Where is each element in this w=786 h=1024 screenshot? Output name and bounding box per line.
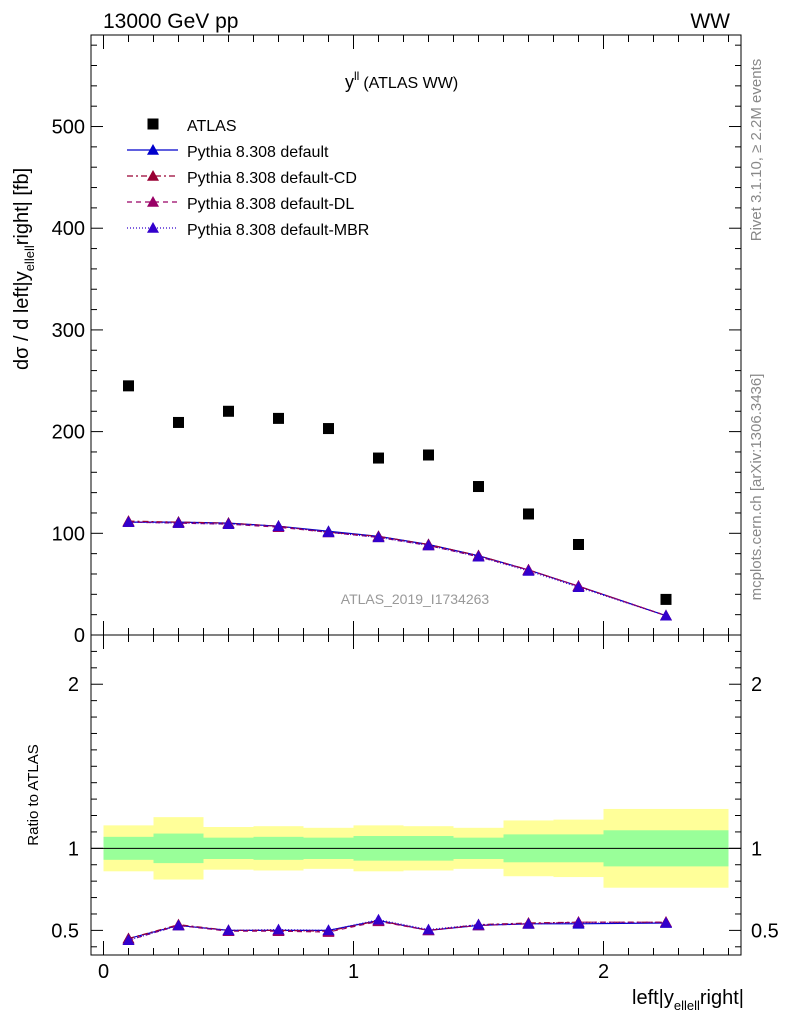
ratio-ytick-label-left: 0.5 xyxy=(51,920,79,942)
xlabel-sub: ellell xyxy=(674,998,700,1013)
main-series-point xyxy=(122,516,135,527)
ratio-series-point xyxy=(272,923,285,935)
data-point xyxy=(423,449,434,461)
ratio-ytick-label-right: 0.5 xyxy=(751,920,779,942)
ratio-panel-frame xyxy=(90,634,742,956)
main-series-point xyxy=(572,581,585,593)
legend-marker xyxy=(147,170,159,181)
legend-label: Pythia 8.308 default xyxy=(187,144,329,161)
main-series-point xyxy=(660,609,672,621)
main-ytick-label: 400 xyxy=(52,218,85,240)
legend: ATLAS Pythia 8.308 default Pythia 8.308 de… xyxy=(127,118,369,239)
data-point xyxy=(323,423,334,435)
ratio-series-point xyxy=(172,919,185,931)
main-ylabel: dσ / d left|yellellright| [fb] xyxy=(11,168,37,370)
ratio-series-point xyxy=(572,917,585,928)
data-point xyxy=(223,405,234,417)
legend-label-data: ATLAS xyxy=(187,118,237,135)
main-ytick-label: 0 xyxy=(74,625,85,647)
xlabel-post: right| xyxy=(700,987,744,1009)
main-series-line xyxy=(128,520,667,617)
main-ylabel-pre: dσ / d left|y xyxy=(11,271,33,370)
legend-label: Pythia 8.308 default-MBR xyxy=(187,222,369,239)
legend-marker xyxy=(147,144,159,155)
main-series-point xyxy=(172,517,185,528)
main-ytick-label: 200 xyxy=(52,422,85,444)
data-point xyxy=(523,508,534,520)
legend-marker-data xyxy=(147,118,159,130)
main-series-point xyxy=(422,539,435,551)
axis-ticks: 0 100 200 300 400 500 0.5 0.5 1 1 2 2 0 1 2 xyxy=(51,35,779,983)
ratio-ytick-label-right: 2 xyxy=(751,674,762,696)
data-point xyxy=(573,538,584,550)
main-ytick-label: 500 xyxy=(52,117,85,139)
main-series-point xyxy=(222,518,235,529)
ratio-series-point xyxy=(322,924,335,936)
legend-marker xyxy=(147,222,159,233)
main-ytick-label: 100 xyxy=(52,523,85,545)
data-point xyxy=(373,452,384,464)
ratio-series-point xyxy=(422,923,435,935)
legend-label: Pythia 8.308 default-CD xyxy=(187,170,357,187)
plot-title: yll (ATLAS WW) xyxy=(345,69,458,92)
main-series-line xyxy=(128,521,667,617)
data-point xyxy=(473,481,484,493)
rivet-label: Rivet 3.1.10, ≥ 2.2M events xyxy=(748,59,765,242)
main-series-point xyxy=(372,531,385,543)
main-ytick-label: 300 xyxy=(52,320,85,342)
main-series-point xyxy=(472,550,485,562)
ratio-series-point xyxy=(660,917,672,928)
data-point xyxy=(173,416,184,428)
data-point xyxy=(273,412,284,424)
data-point xyxy=(660,593,672,605)
ratio-series-point xyxy=(372,913,385,925)
legend-label: Pythia 8.308 default-DL xyxy=(187,196,354,213)
xlabel: left|yellellright| xyxy=(632,987,744,1013)
ratio-series-point xyxy=(122,934,135,946)
channel-label: WW xyxy=(690,10,730,33)
mcplots-label: mcplots.cern.ch [arXiv:1306.3436] xyxy=(748,374,765,601)
ratio-ytick-label-right: 1 xyxy=(751,838,762,860)
ratio-series-point xyxy=(522,917,535,929)
analysis-watermark: ATLAS_2019_I1734263 xyxy=(341,591,490,607)
main-series-point xyxy=(272,520,285,531)
legend-marker xyxy=(147,196,159,207)
ratio-ylabel: Ratio to ATLAS xyxy=(25,744,42,845)
ratio-ytick-label-left: 2 xyxy=(68,674,79,696)
ratio-series-point xyxy=(472,918,485,930)
ratio-ytick-label-left: 1 xyxy=(68,838,79,860)
plot-title-main: y xyxy=(345,72,354,92)
main-series-point xyxy=(522,564,535,576)
main-ylabel-sub: ellell xyxy=(22,245,37,271)
ratio-series-line xyxy=(128,919,666,941)
xtick-label: 0 xyxy=(98,961,109,983)
plot-title-rest: (ATLAS WW) xyxy=(363,75,458,92)
xtick-label: 1 xyxy=(348,961,359,983)
ratio-series-layer xyxy=(122,913,672,946)
process-label: 13000 GeV pp xyxy=(103,10,238,33)
ratio-uncertainty-bands xyxy=(91,808,741,888)
plot-title-sup: ll xyxy=(354,69,359,83)
data-point xyxy=(123,380,134,392)
main-series-point xyxy=(322,526,335,538)
xtick-label: 2 xyxy=(598,961,609,983)
main-ylabel-post: right| [fb] xyxy=(11,168,33,245)
ratio-series-point xyxy=(222,924,235,936)
main-series-layer xyxy=(122,380,672,621)
xlabel-pre: left|y xyxy=(632,987,674,1009)
